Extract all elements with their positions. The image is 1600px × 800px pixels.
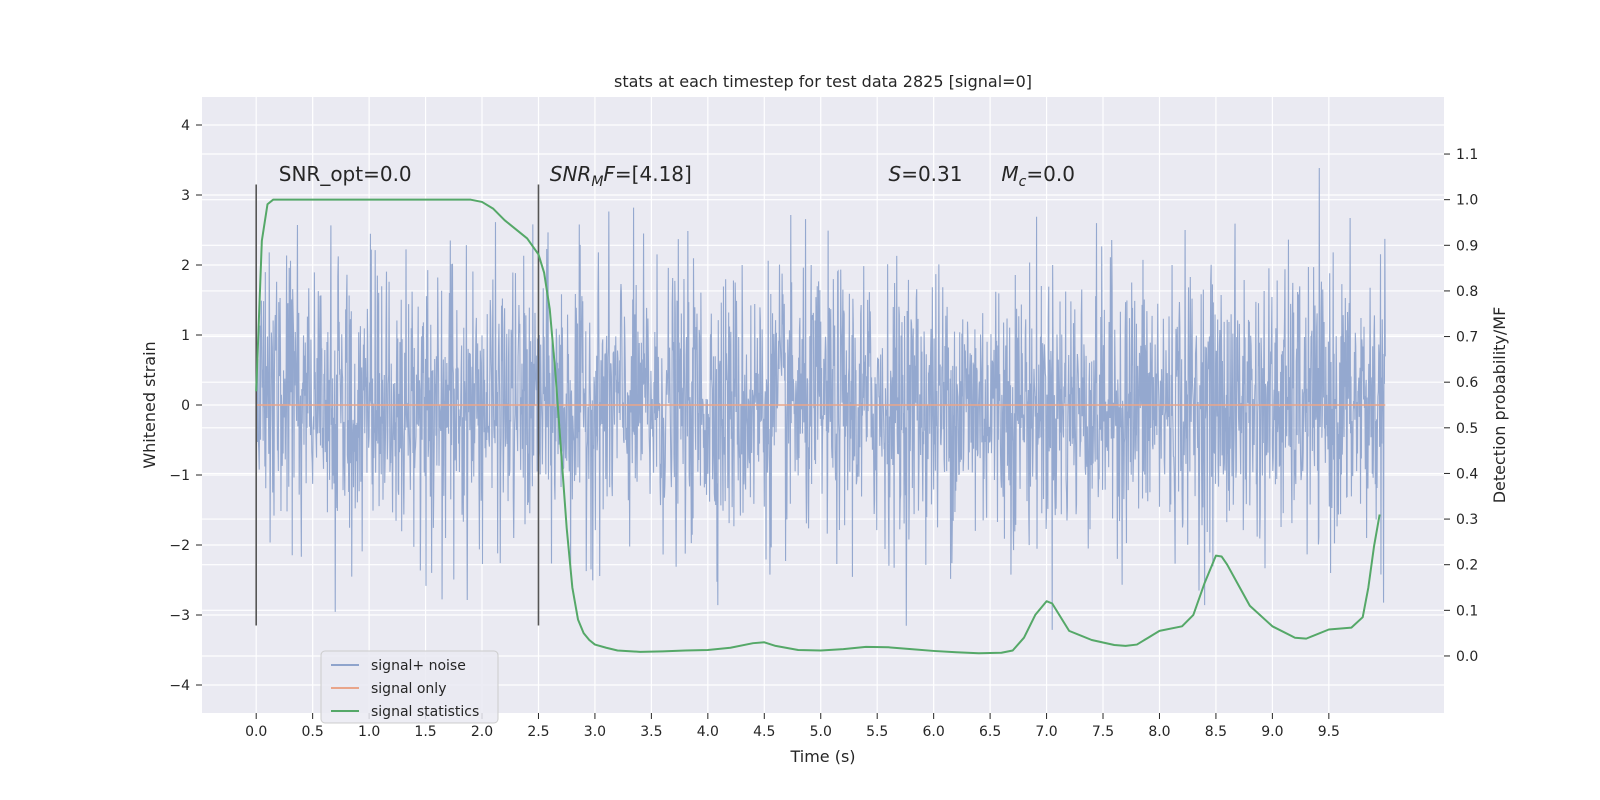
annotation-2: S=0.31 — [888, 162, 962, 186]
chart-title: stats at each timestep for test data 282… — [614, 72, 1032, 91]
x-tick-label: 6.0 — [923, 724, 945, 740]
y2-tick-label: 0.3 — [1456, 512, 1478, 528]
y-axis-label: Whitened strain — [140, 341, 159, 468]
x-tick-label: 2.0 — [471, 724, 493, 740]
legend-box — [320, 650, 499, 724]
y-tick-label: −3 — [169, 608, 190, 624]
y2-tick-label: 0.7 — [1456, 330, 1478, 346]
x-axis-label: Time (s) — [789, 747, 855, 766]
x-tick-label: 9.5 — [1318, 724, 1340, 740]
annotation-1: SNRMF=[4.18] — [550, 162, 692, 190]
x-tick-label: 8.5 — [1205, 724, 1227, 740]
x-tick-label: 4.0 — [697, 724, 719, 740]
y2-tick-label: 0.6 — [1456, 375, 1478, 391]
legend-label: signal only — [371, 681, 446, 697]
x-tick-label: 7.5 — [1092, 724, 1114, 740]
x-tick-label: 4.5 — [753, 724, 775, 740]
y2-tick-label: 0.8 — [1456, 284, 1478, 300]
y2-tick-label: 0.2 — [1456, 558, 1478, 574]
y2-tick-label: 0.1 — [1456, 603, 1478, 619]
legend-label: signal+ noise — [371, 658, 466, 674]
x-tick-label: 5.5 — [866, 724, 888, 740]
x-tick-label: 7.0 — [1035, 724, 1057, 740]
legend: signal+ noise signal only signal statistic… — [320, 650, 499, 724]
legend-label: signal statistics — [371, 704, 479, 720]
x-tick-label: 0.0 — [245, 724, 267, 740]
x-tick-label: 1.0 — [358, 724, 380, 740]
y2-tick-label: 0.9 — [1456, 238, 1478, 254]
y-tick-label: −2 — [169, 538, 190, 554]
y2-tick-label: 1.0 — [1456, 193, 1478, 209]
x-tick-label: 2.5 — [527, 724, 549, 740]
x-tick-label: 6.5 — [979, 724, 1001, 740]
y-tick-label: −4 — [169, 678, 190, 694]
y2-tick-label: 0.5 — [1456, 421, 1478, 437]
x-tick-label: 3.5 — [640, 724, 662, 740]
x-tick-label: 9.0 — [1261, 724, 1283, 740]
series-signal-statistics — [255, 198, 1381, 655]
x-tick-label: 3.0 — [584, 724, 606, 740]
x-tick-label: 1.5 — [414, 724, 436, 740]
y-tick-label: 2 — [181, 258, 190, 274]
x-tick-label: 0.5 — [302, 724, 324, 740]
y2-tick-label: 1.1 — [1456, 147, 1478, 163]
y2-tick-label: 0.4 — [1456, 466, 1478, 482]
annotation-0: SNR_opt=0.0 — [279, 162, 412, 186]
y2-tick-label: 0.0 — [1456, 649, 1478, 665]
x-tick-label: 8.0 — [1148, 724, 1170, 740]
y-tick-label: 1 — [181, 328, 190, 344]
y-tick-label: 0 — [181, 398, 190, 414]
x-tick-label: 5.0 — [810, 724, 832, 740]
annotation-3: Mc=0.0 — [1001, 162, 1075, 190]
y-tick-label: 3 — [181, 188, 190, 204]
y2-axis-label: Detection probability/MF — [1490, 307, 1509, 504]
series-signal-noise — [255, 168, 1386, 630]
y-tick-label: −1 — [169, 468, 190, 484]
y-tick-label: 4 — [181, 118, 190, 134]
